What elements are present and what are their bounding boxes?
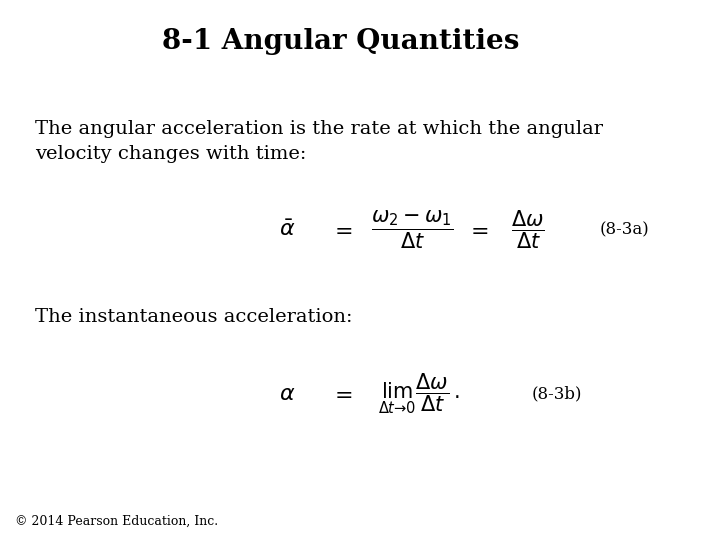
Text: $\alpha$: $\alpha$ [279, 383, 295, 403]
Text: $\lim_{\Delta t \to 0} \dfrac{\Delta\omega}{\Delta t}\,.$: $\lim_{\Delta t \to 0} \dfrac{\Delta\ome… [379, 371, 460, 416]
Text: $=$: $=$ [330, 220, 352, 240]
Text: (8-3b): (8-3b) [531, 385, 582, 402]
Text: © 2014 Pearson Education, Inc.: © 2014 Pearson Education, Inc. [15, 515, 218, 528]
Text: $\bar{\alpha}$: $\bar{\alpha}$ [279, 219, 295, 240]
Text: $\dfrac{\omega_2 - \omega_1}{\Delta t}$: $\dfrac{\omega_2 - \omega_1}{\Delta t}$ [372, 208, 454, 251]
Text: The angular acceleration is the rate at which the angular
velocity changes with : The angular acceleration is the rate at … [35, 119, 603, 163]
Text: $\dfrac{\Delta\omega}{\Delta t}$: $\dfrac{\Delta\omega}{\Delta t}$ [511, 208, 545, 251]
Text: (8-3a): (8-3a) [599, 221, 649, 238]
Text: 8-1 Angular Quantities: 8-1 Angular Quantities [163, 28, 520, 55]
Text: $=$: $=$ [466, 220, 488, 240]
Text: The instantaneous acceleration:: The instantaneous acceleration: [35, 308, 353, 326]
Text: $=$: $=$ [330, 383, 352, 403]
